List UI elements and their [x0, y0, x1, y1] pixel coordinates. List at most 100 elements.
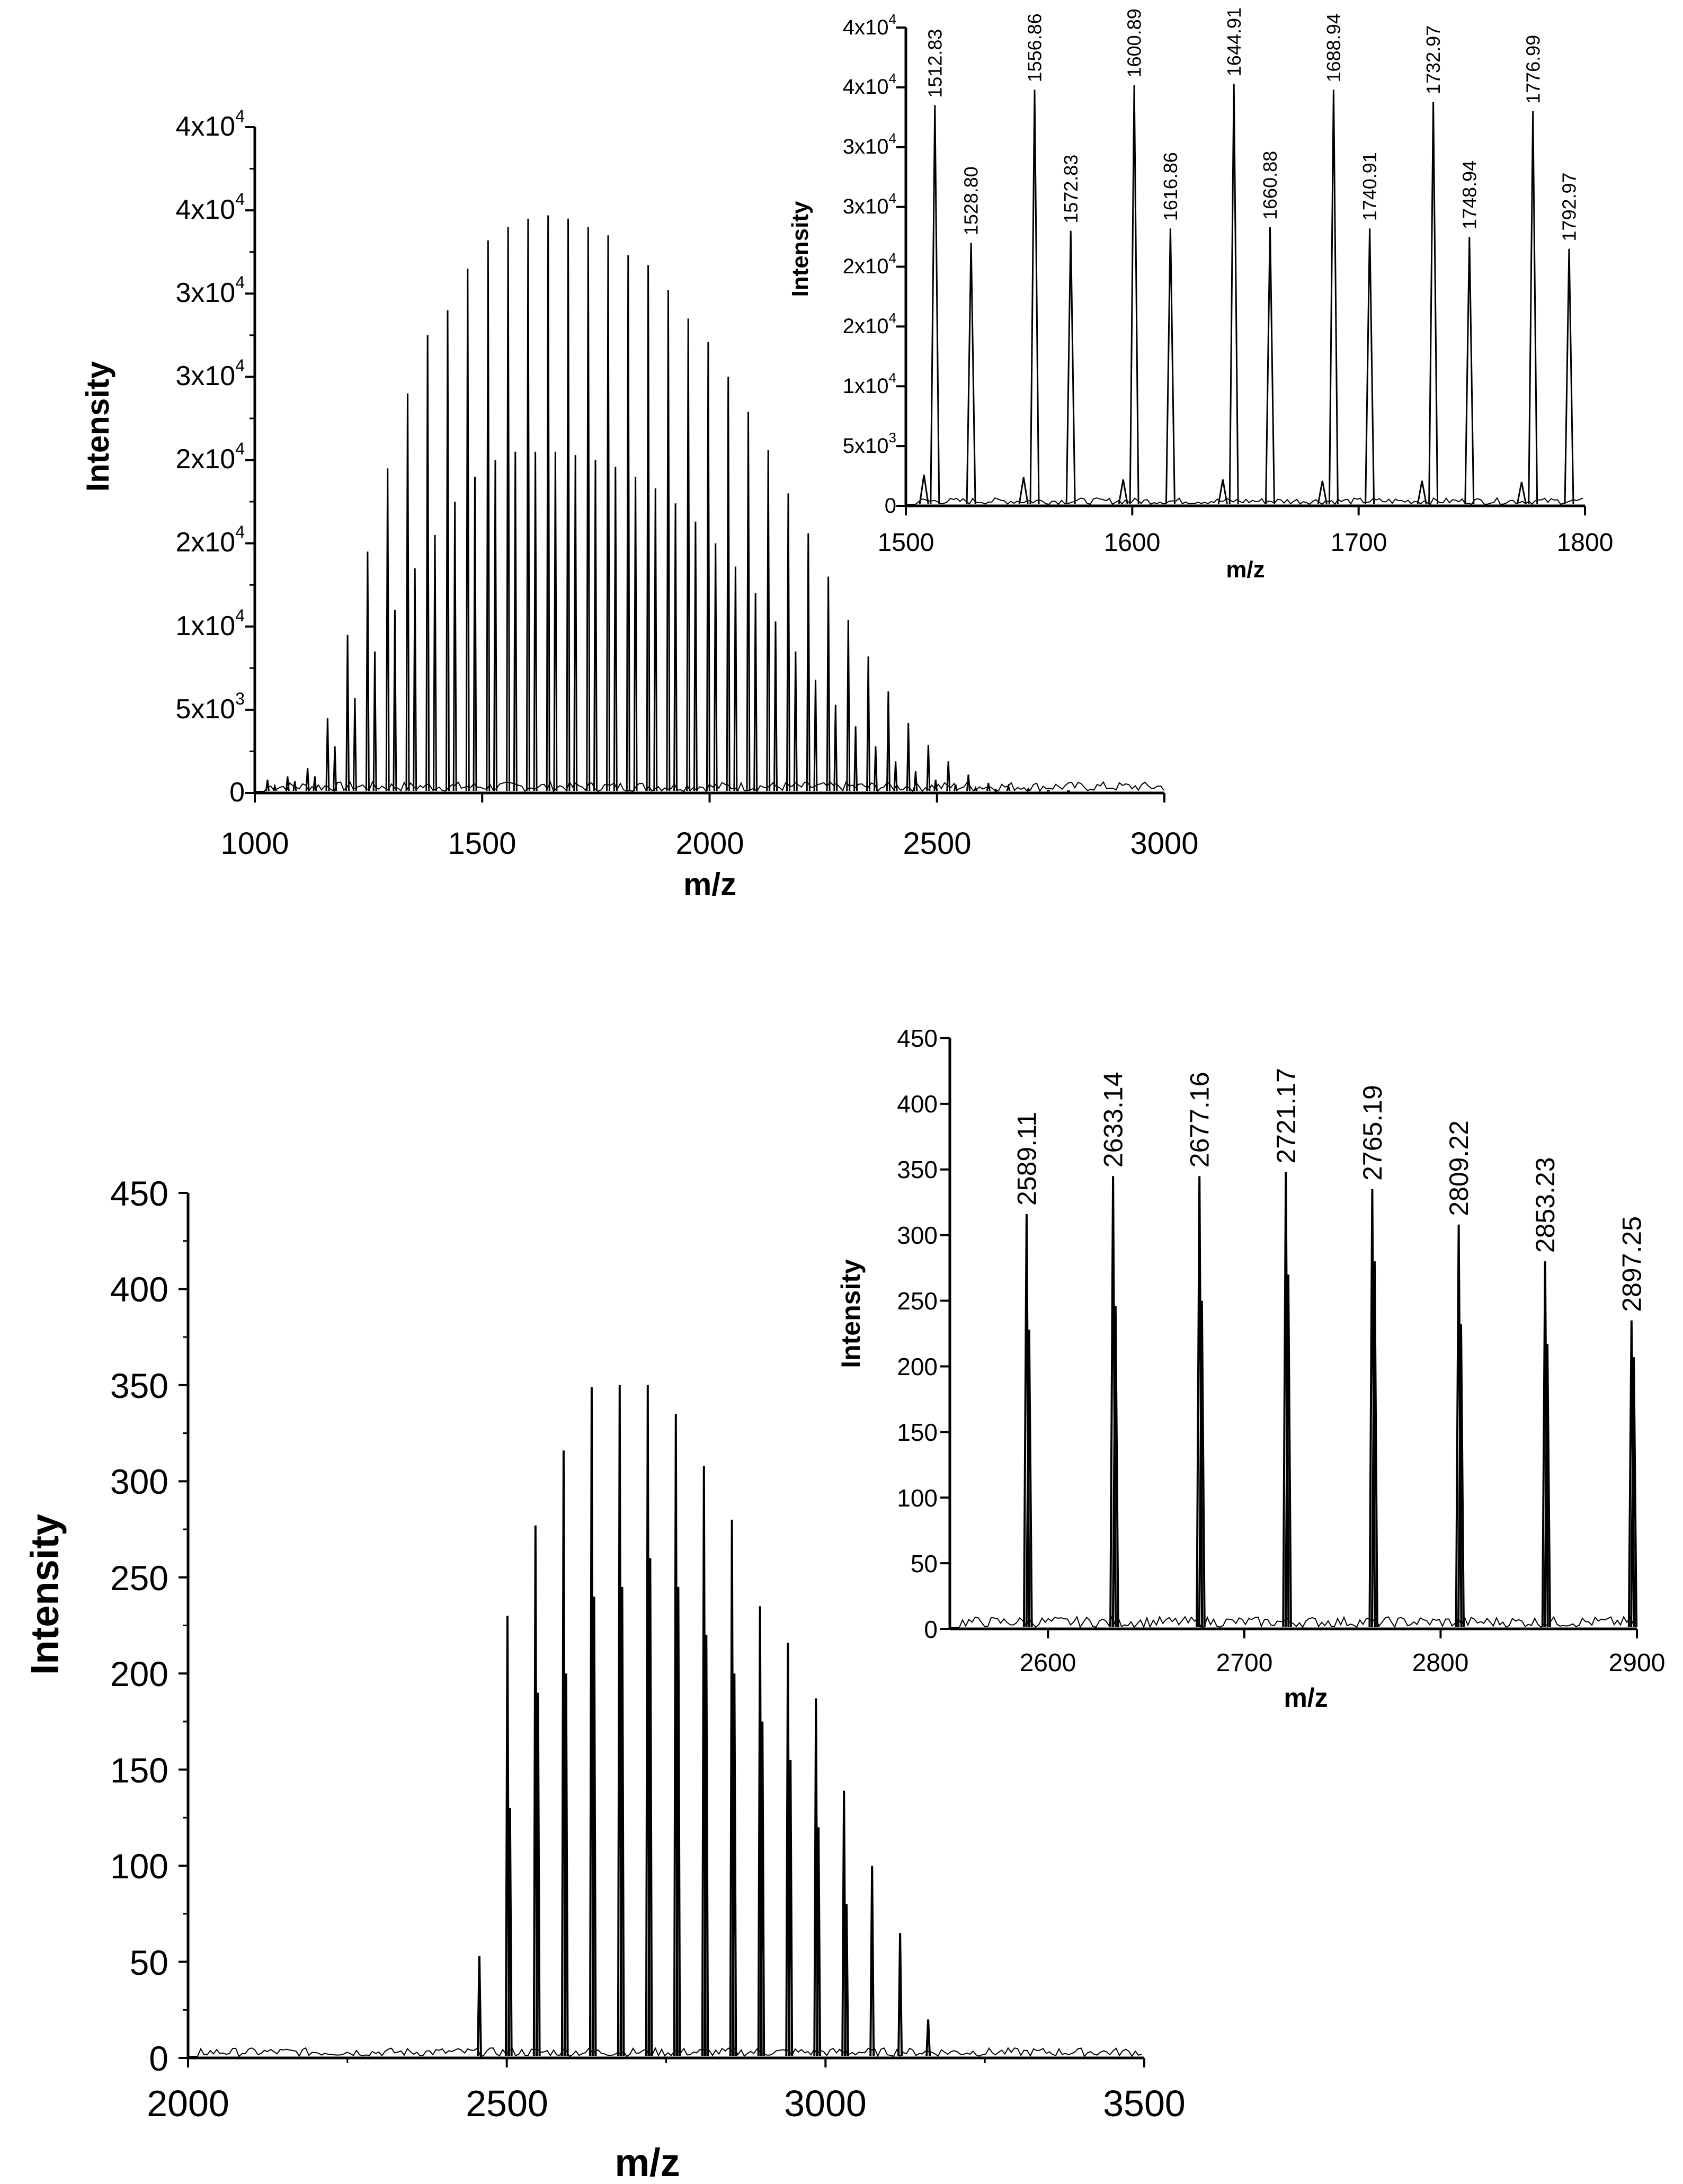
- p1-main-major-peaks-peak: [726, 377, 731, 791]
- p1-main-minor-peaks-peak: [653, 488, 658, 791]
- p2-inset-peak-label: 2765.19: [1358, 1085, 1387, 1181]
- p2-main-ytick-label: 0: [149, 2039, 168, 2078]
- p1-inset-peak-label: 1644.91: [1223, 7, 1245, 76]
- p1-main-minor-peaks-peak: [613, 467, 618, 791]
- p2-main-minor-peaks-peak: [535, 1692, 541, 2056]
- p1-inset-ytick-label: 3x104: [843, 130, 896, 158]
- p2-inset-chart: 2600 2700 2800 2900 0 50 100 150 200 250…: [836, 1024, 1665, 1713]
- p1-inset-ytick-label: 4x104: [843, 11, 896, 39]
- p1-main-major-peaks-peak: [766, 450, 771, 791]
- p1-main-minor-peaks-peak: [693, 521, 698, 791]
- p1-inset-peak-label: 1660.88: [1259, 151, 1281, 220]
- p2-main-major-peaks-peak: [925, 2019, 931, 2056]
- p1-main-minor-peaks-peak: [633, 476, 638, 791]
- p1-main-minor-peaks-peak: [933, 779, 938, 791]
- p1-inset-peaks-peak: [1365, 228, 1375, 504]
- p2-inset-y-axis-label: Intensity: [836, 1259, 866, 1368]
- p1-main-minor-peaks-peak: [513, 451, 518, 791]
- p2-main-major-peaks-peak: [897, 1933, 903, 2056]
- p1-inset-peaks-peak: [1029, 90, 1040, 504]
- p1-main-minor-peaks-peak: [993, 788, 998, 792]
- p1-main-major-peaks-peak: [966, 774, 970, 791]
- p2-inset-isotope-peaks-peak: [1544, 1344, 1551, 1627]
- p1-main-major-peaks-peak: [526, 218, 530, 791]
- p1-main-plot-area: [254, 215, 1164, 793]
- p1-inset-peak-label: 1748.94: [1458, 161, 1480, 229]
- p1-main-major-peaks-peak: [385, 468, 390, 791]
- p1-main-major-peaks-peak: [566, 218, 571, 791]
- p1-inset-satellites-peak: [1317, 480, 1328, 504]
- p1-main-major-peaks-peak: [606, 235, 610, 791]
- p2-main-minor-peaks-peak: [647, 1558, 653, 2056]
- p2-main-major-peaks-peak: [869, 1866, 875, 2056]
- p2-inset-peak-label: 2589.11: [1012, 1112, 1041, 1206]
- p2-main-x-axis-label: m/z: [615, 2141, 680, 2184]
- p1-inset-ytick-label: 2x104: [843, 250, 896, 278]
- p1-main-major-peaks-peak: [486, 240, 491, 791]
- p1-main-minor-peaks-peak: [452, 502, 457, 791]
- p1-main-ytick-label: 2x104: [175, 439, 245, 475]
- p1-main-major-peaks-peak: [506, 227, 511, 791]
- p2-inset-x-axis-label: m/z: [1284, 1683, 1328, 1713]
- p1-main-minor-peaks-peak: [813, 680, 818, 791]
- p1-main-major-peaks-peak: [546, 215, 550, 791]
- p1-main-major-peaks-peak: [846, 620, 851, 791]
- p1-main-major-peaks-peak: [405, 393, 410, 791]
- p2-inset-plot-area: [949, 1172, 1638, 1629]
- p2-main-minor-peaks-peak: [563, 1673, 569, 2056]
- p1-inset-peak-label: 1572.83: [1060, 155, 1082, 224]
- p2-main-y-axis-label: Intensity: [23, 1514, 67, 1675]
- p2-main-minor-peaks-peak: [816, 1827, 822, 2056]
- p1-inset-peaks-peak: [1129, 85, 1139, 504]
- p1-inset-peak-label: 1616.86: [1160, 152, 1181, 221]
- p2-main-minor-peaks-peak: [591, 1597, 597, 2056]
- p1-main-baseline-noise: [254, 780, 1164, 793]
- p2-main-ytick-label: 200: [110, 1654, 168, 1693]
- p1-inset-peak-label: 1688.94: [1323, 13, 1344, 82]
- p1-inset-peak-label: 1732.97: [1422, 25, 1444, 94]
- p1-main-major-peaks-peak: [706, 342, 710, 791]
- p2-inset-peak-label: 2677.16: [1185, 1072, 1215, 1167]
- p2-main-minor-peaks-peak: [704, 1635, 709, 2056]
- p1-inset-peak-label: 1600.89: [1124, 8, 1145, 77]
- p1-main-xtick-label: 1500: [448, 826, 516, 861]
- p1-main-major-peaks-peak: [446, 310, 450, 791]
- p1-main-major-peaks-peak: [305, 768, 310, 791]
- p2-main-major-peaks-peak: [476, 1956, 482, 2056]
- p2-inset-ytick-label: 100: [897, 1484, 938, 1512]
- p1-inset-peak-label: 1512.83: [924, 29, 946, 98]
- p1-main-minor-peaks-peak: [733, 566, 738, 791]
- p1-main-major-peaks-peak: [986, 782, 991, 791]
- p2-main-minor-peaks-peak: [760, 1721, 765, 2056]
- p1-main-minor-peaks-peak: [953, 784, 958, 791]
- p1-inset-satellites-peak: [919, 475, 929, 504]
- p1-main-minor-peaks-peak: [333, 746, 337, 791]
- p2-inset-peak-label: 2633.14: [1099, 1072, 1128, 1167]
- p1-main-minor-peaks-peak: [393, 610, 397, 791]
- p1-main-ytick-label: 5x103: [175, 689, 245, 725]
- p1-inset-peak-label: 1792.97: [1559, 172, 1580, 241]
- p1-inset-xtick-label: 1600: [1104, 529, 1161, 557]
- p1-main-minor-peaks-peak: [292, 781, 297, 791]
- p2-inset-isotope-peaks-peak: [1630, 1357, 1638, 1627]
- p2-inset-isotope-peaks-peak: [1111, 1306, 1119, 1627]
- p1-inset-ytick-label: 2x104: [843, 310, 896, 338]
- p2-main-minor-peaks-peak: [507, 1808, 513, 2056]
- p1-inset-peaks-peak: [966, 243, 976, 504]
- p1-main-minor-peaks-peak: [352, 698, 357, 791]
- p1-main-minor-peaks-peak: [313, 776, 317, 791]
- p1-inset-peaks-peak: [1428, 101, 1439, 504]
- p1-main-major-peaks-peak: [626, 255, 630, 791]
- p1-main-major-peaks-peak: [586, 227, 591, 791]
- p2-main-ytick-label: 250: [110, 1558, 168, 1598]
- p2-main-xtick-label: 2000: [147, 2083, 229, 2124]
- p1-main-xtick-label: 2500: [903, 826, 971, 861]
- p2-inset-isotope-peaks-peak: [1370, 1261, 1378, 1627]
- p1-main-xtick-label: 1000: [220, 826, 289, 861]
- p1-inset-y-axis-label: Intensity: [787, 201, 813, 297]
- p1-main-major-peaks-peak: [746, 412, 751, 791]
- p1-main-minor-peaks-peak: [272, 783, 277, 791]
- p1-main-ytick-label: 0: [229, 777, 245, 808]
- p2-inset-isotope-peaks-peak: [1198, 1300, 1206, 1627]
